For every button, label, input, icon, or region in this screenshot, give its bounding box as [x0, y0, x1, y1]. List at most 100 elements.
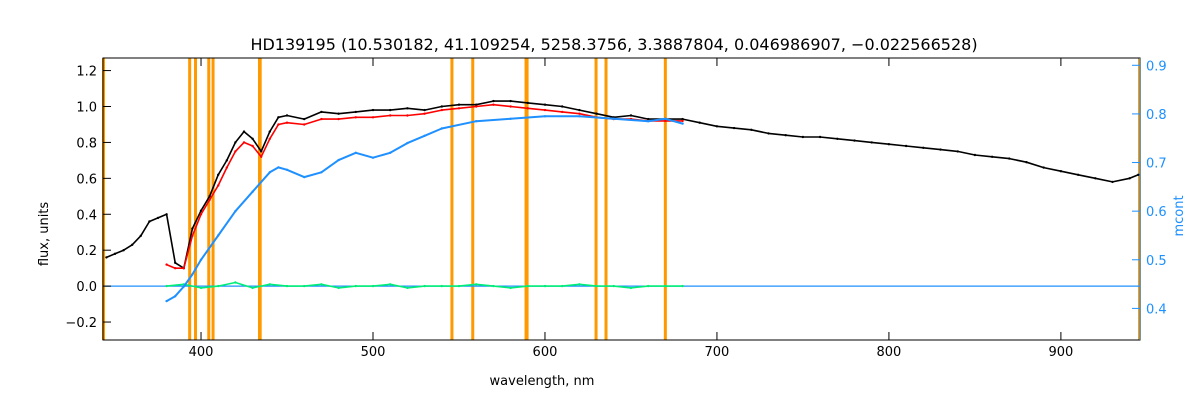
point-model [199, 213, 203, 216]
point-model [681, 119, 684, 123]
point-observed [113, 252, 117, 255]
point-observed [784, 134, 787, 137]
y2-tick-label: 0.9 [1146, 59, 1167, 74]
x-tick-label: 900 [1048, 345, 1073, 360]
point-observed [1137, 173, 1140, 176]
point-model [406, 114, 409, 117]
y-tick-label: 1.2 [76, 65, 97, 80]
point-observed [647, 117, 650, 121]
point-observed [174, 261, 177, 264]
point-observed [1111, 180, 1114, 184]
masked-lines-layer [102, 58, 1141, 340]
point-residual [234, 281, 237, 284]
x-tick-label: 800 [877, 345, 902, 360]
point-observed [629, 114, 633, 117]
point-model [303, 123, 306, 126]
point-observed [260, 150, 263, 153]
point-observed [251, 137, 254, 140]
point-residual [561, 284, 564, 288]
point-model [337, 117, 340, 121]
point-continuum [664, 117, 667, 121]
x-tick-label: 700 [705, 345, 730, 360]
point-model [354, 116, 357, 119]
point-residual [320, 283, 323, 286]
point-model [561, 110, 564, 114]
point-model [440, 108, 443, 112]
masked-line-band [525, 58, 529, 340]
point-observed [1025, 161, 1028, 164]
point-observed [922, 146, 925, 149]
point-residual [526, 284, 529, 288]
masked-line-band [604, 58, 608, 340]
point-model [475, 105, 478, 108]
point-observed [543, 103, 547, 106]
point-continuum [199, 258, 203, 261]
point-continuum [406, 141, 409, 145]
point-observed [1059, 170, 1063, 173]
point-observed [1128, 177, 1131, 180]
point-observed [148, 220, 151, 223]
point-observed [389, 108, 392, 112]
point-residual [578, 283, 581, 286]
point-observed [320, 110, 323, 114]
point-model [320, 117, 323, 121]
y2-tick-label: 0.5 [1146, 254, 1167, 269]
point-observed [853, 139, 856, 142]
point-model [174, 267, 177, 270]
y-tick-label: 1.0 [76, 100, 97, 115]
point-residual [612, 284, 615, 288]
point-observed [681, 117, 684, 121]
point-residual [217, 284, 220, 288]
point-observed [122, 249, 125, 252]
point-continuum [217, 234, 220, 237]
chart-title: HD139195 (10.530182, 41.109254, 5258.375… [250, 35, 977, 54]
point-model [208, 198, 211, 202]
point-model [578, 112, 581, 115]
point-continuum [165, 299, 168, 303]
point-observed [698, 121, 701, 124]
masked-line-band [663, 58, 667, 340]
point-model [526, 107, 529, 110]
point-observed [973, 153, 977, 157]
point-residual [440, 284, 443, 288]
point-observed [208, 195, 211, 198]
point-model [285, 121, 289, 124]
point-model [457, 107, 461, 110]
point-residual [681, 284, 684, 288]
point-observed [131, 243, 134, 246]
point-model [664, 119, 667, 123]
point-observed [887, 143, 891, 146]
point-residual [492, 284, 495, 288]
point-model [509, 105, 512, 108]
point-observed [303, 117, 306, 121]
point-observed [423, 108, 426, 112]
point-observed [406, 107, 409, 110]
point-model [268, 137, 271, 140]
point-observed [371, 108, 375, 112]
point-residual [303, 284, 306, 288]
point-model [389, 114, 392, 117]
y2-tick-label: 0.4 [1146, 302, 1167, 317]
masked-line-band [594, 58, 598, 340]
point-observed [904, 144, 908, 148]
point-observed [440, 105, 443, 108]
y2-tick-label: 0.6 [1146, 205, 1167, 220]
point-observed [939, 148, 942, 151]
point-continuum [440, 127, 443, 130]
point-residual [268, 283, 271, 286]
point-continuum [423, 134, 426, 137]
point-residual [509, 286, 512, 290]
point-model [242, 141, 246, 144]
point-continuum [320, 171, 323, 174]
point-model [277, 123, 280, 126]
masked-line-band [211, 58, 215, 340]
masked-line-band [194, 58, 198, 340]
point-observed [1008, 157, 1011, 160]
point-continuum [191, 273, 194, 276]
x-tick-label: 600 [533, 345, 558, 360]
point-residual [199, 286, 203, 290]
point-continuum [475, 120, 478, 123]
series-observed [106, 100, 1139, 270]
point-model [225, 166, 228, 169]
point-observed [870, 141, 873, 144]
